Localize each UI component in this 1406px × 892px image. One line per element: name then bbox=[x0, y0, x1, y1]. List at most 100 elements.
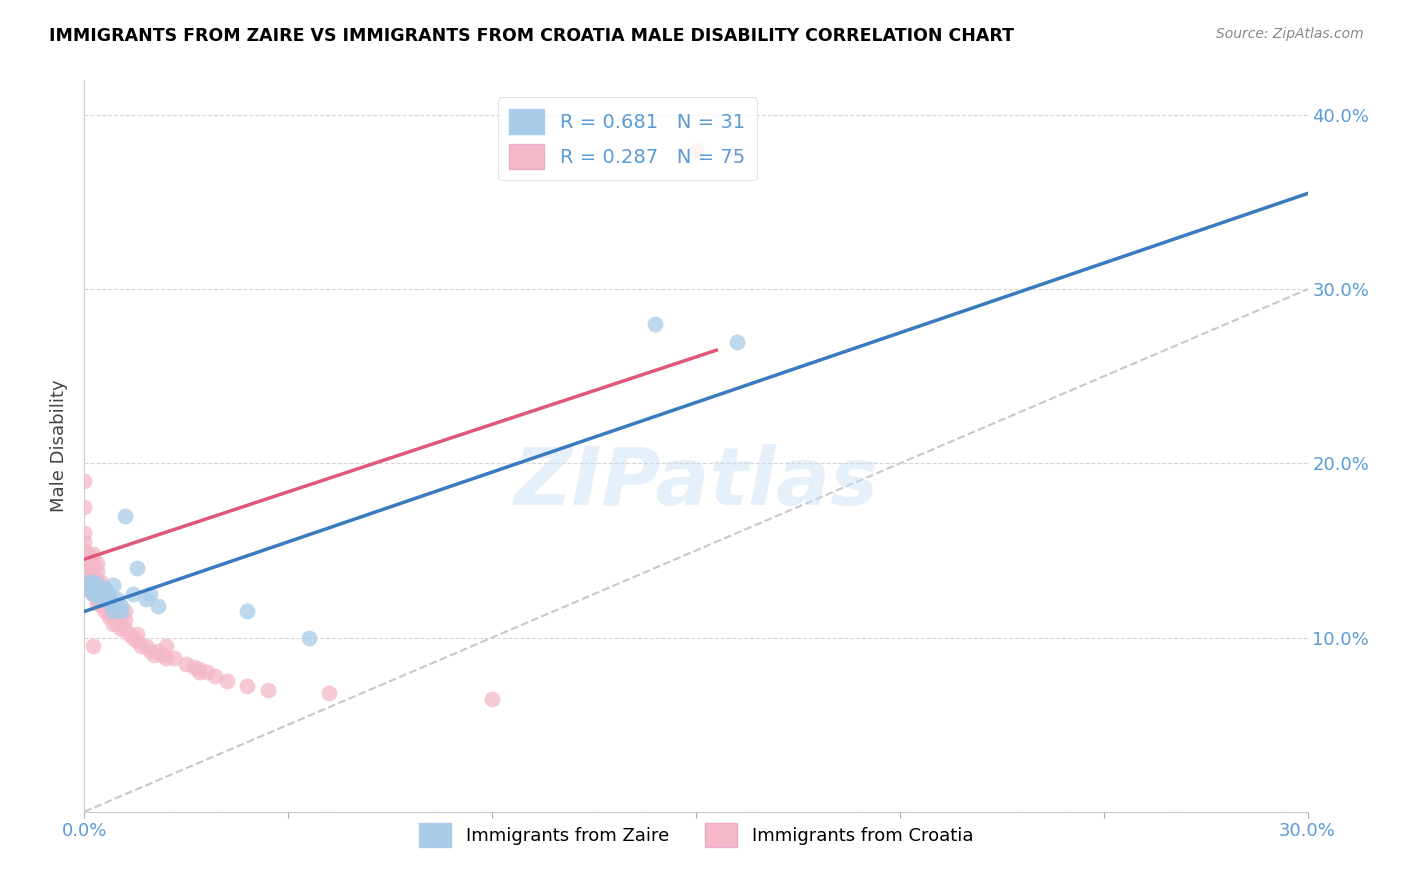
Point bbox=[93, 604, 115, 618]
Point bbox=[135, 592, 157, 607]
Point bbox=[97, 609, 120, 624]
Point bbox=[82, 578, 104, 592]
Point bbox=[93, 592, 115, 607]
Point bbox=[155, 640, 177, 654]
Point bbox=[183, 660, 205, 674]
Point bbox=[90, 599, 112, 614]
Point bbox=[110, 622, 132, 636]
Point bbox=[73, 543, 96, 558]
Text: Source: ZipAtlas.com: Source: ZipAtlas.com bbox=[1216, 27, 1364, 41]
Point bbox=[86, 576, 108, 591]
Point bbox=[73, 474, 96, 488]
Point bbox=[77, 565, 100, 579]
Point bbox=[105, 599, 128, 614]
Point bbox=[122, 587, 145, 601]
Point bbox=[86, 587, 108, 601]
Point bbox=[204, 669, 226, 683]
Point bbox=[105, 616, 128, 631]
Point bbox=[142, 648, 165, 662]
Point bbox=[97, 596, 120, 610]
Point bbox=[82, 556, 104, 570]
Point bbox=[90, 592, 112, 607]
Point bbox=[86, 596, 108, 610]
Point bbox=[127, 561, 149, 575]
Point bbox=[82, 569, 104, 583]
Point bbox=[73, 552, 96, 566]
Point bbox=[146, 599, 169, 614]
Point bbox=[187, 665, 209, 680]
Legend: Immigrants from Zaire, Immigrants from Croatia: Immigrants from Zaire, Immigrants from C… bbox=[412, 816, 980, 854]
Point bbox=[236, 679, 259, 693]
Point bbox=[73, 500, 96, 514]
Point bbox=[101, 604, 124, 618]
Point bbox=[86, 582, 108, 596]
Point bbox=[73, 561, 96, 575]
Point bbox=[110, 599, 132, 614]
Point bbox=[236, 604, 259, 618]
Point bbox=[118, 627, 141, 641]
Point bbox=[217, 674, 239, 689]
Point bbox=[93, 592, 115, 607]
Point bbox=[114, 604, 136, 618]
Point bbox=[135, 640, 157, 654]
Point bbox=[77, 582, 100, 596]
Point bbox=[77, 582, 100, 596]
Point bbox=[86, 582, 108, 596]
Point bbox=[86, 574, 108, 589]
Point bbox=[97, 592, 120, 607]
Point bbox=[77, 556, 100, 570]
Point bbox=[105, 604, 128, 618]
Point bbox=[138, 587, 160, 601]
Point bbox=[122, 631, 145, 645]
Text: ZIPatlas: ZIPatlas bbox=[513, 443, 879, 522]
Point bbox=[93, 582, 115, 596]
Point bbox=[110, 609, 132, 624]
Point bbox=[73, 534, 96, 549]
Point bbox=[101, 578, 124, 592]
Point bbox=[685, 143, 707, 157]
Point bbox=[127, 627, 149, 641]
Point bbox=[97, 604, 120, 618]
Point bbox=[97, 599, 120, 614]
Point bbox=[114, 613, 136, 627]
Point bbox=[725, 334, 748, 349]
Point bbox=[77, 574, 100, 589]
Point bbox=[101, 616, 124, 631]
Point bbox=[101, 604, 124, 618]
Point bbox=[73, 569, 96, 583]
Point bbox=[163, 651, 186, 665]
Point bbox=[82, 587, 104, 601]
Point bbox=[127, 634, 149, 648]
Point bbox=[82, 587, 104, 601]
Point bbox=[146, 644, 169, 658]
Point bbox=[138, 644, 160, 658]
Point bbox=[114, 622, 136, 636]
Point bbox=[644, 317, 666, 331]
Point bbox=[90, 582, 112, 596]
Point bbox=[82, 574, 104, 589]
Point bbox=[82, 547, 104, 561]
Text: IMMIGRANTS FROM ZAIRE VS IMMIGRANTS FROM CROATIA MALE DISABILITY CORRELATION CHA: IMMIGRANTS FROM ZAIRE VS IMMIGRANTS FROM… bbox=[49, 27, 1014, 45]
Point bbox=[97, 587, 120, 601]
Point bbox=[195, 665, 218, 680]
Point bbox=[82, 565, 104, 579]
Point bbox=[155, 651, 177, 665]
Point bbox=[318, 686, 340, 700]
Point bbox=[82, 582, 104, 596]
Point bbox=[73, 582, 96, 596]
Point bbox=[105, 592, 128, 607]
Point bbox=[86, 565, 108, 579]
Point bbox=[86, 592, 108, 607]
Point bbox=[481, 691, 503, 706]
Point bbox=[77, 547, 100, 561]
Point bbox=[101, 609, 124, 624]
Point bbox=[114, 508, 136, 523]
Point bbox=[93, 582, 115, 596]
Point bbox=[73, 526, 96, 541]
Y-axis label: Male Disability: Male Disability bbox=[51, 380, 69, 512]
Point bbox=[82, 640, 104, 654]
Point bbox=[298, 631, 321, 645]
Point bbox=[110, 604, 132, 618]
Point bbox=[150, 648, 173, 662]
Point bbox=[73, 574, 96, 589]
